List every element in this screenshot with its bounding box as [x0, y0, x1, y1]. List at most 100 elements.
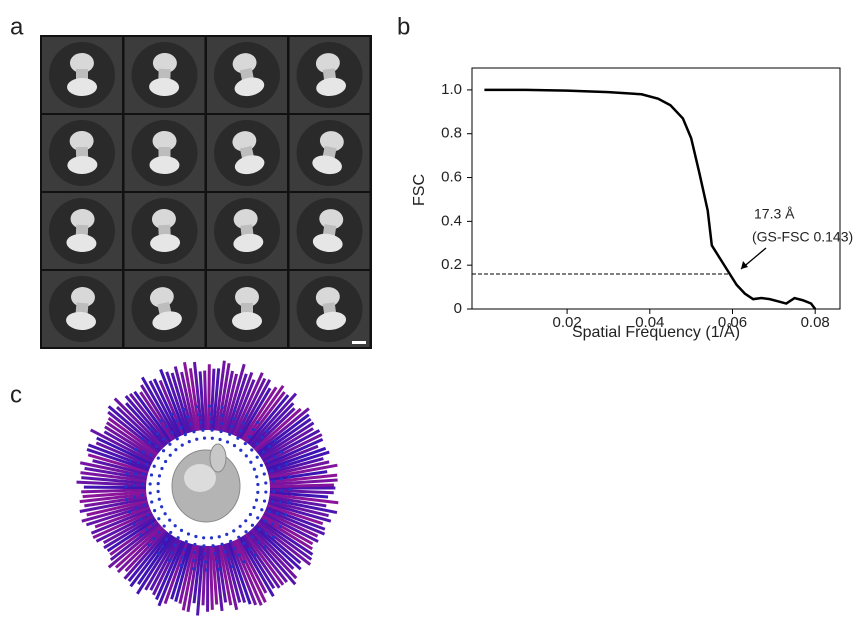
view-spike — [248, 392, 298, 447]
view-dot — [287, 474, 291, 479]
view-dot — [168, 518, 172, 522]
view-dot — [159, 419, 163, 423]
view-spike — [225, 373, 248, 434]
view-dot — [280, 488, 284, 493]
view-dot — [261, 450, 265, 454]
view-dot — [230, 424, 234, 428]
view-spike — [267, 501, 332, 523]
view-spike — [260, 427, 314, 461]
view-dot — [136, 461, 141, 465]
angular-distribution — [76, 360, 339, 616]
particle — [315, 287, 347, 331]
view-dot — [283, 513, 288, 517]
view-spike — [234, 377, 267, 437]
view-dot — [182, 548, 186, 552]
view-dot — [168, 442, 172, 446]
particle-base — [316, 77, 347, 97]
view-dot — [150, 500, 154, 504]
view-dot — [162, 437, 166, 441]
view-dot — [189, 422, 193, 426]
view-spike — [265, 444, 319, 469]
view-spike — [84, 494, 147, 508]
view-spike — [223, 363, 246, 433]
view-dot — [256, 540, 261, 544]
view-dot — [271, 522, 275, 526]
view-spike — [269, 490, 329, 499]
view-dot — [164, 537, 169, 541]
view-spike — [159, 368, 187, 435]
view-dot — [265, 429, 269, 433]
view-dot — [266, 459, 270, 463]
particle-top — [152, 53, 177, 74]
view-dot — [148, 440, 152, 445]
view-spike — [266, 504, 324, 526]
view-spike — [86, 499, 148, 517]
view-dot — [155, 432, 160, 436]
view-dot — [139, 533, 143, 537]
view-dot — [230, 564, 234, 569]
view-dot — [242, 560, 246, 564]
y-tick-label: 0 — [454, 300, 462, 317]
particle-base — [234, 77, 265, 97]
particle-top — [69, 53, 94, 74]
view-spike — [87, 443, 151, 470]
y-tick-label: 0.6 — [441, 169, 462, 186]
view-dot — [242, 541, 246, 545]
view-spike — [113, 397, 165, 449]
view-dot — [275, 511, 280, 515]
view-spike — [94, 505, 151, 529]
view-spike — [81, 476, 147, 485]
view-dot — [271, 535, 276, 539]
view-dot — [264, 531, 268, 536]
view-dot — [179, 426, 183, 430]
view-spike — [181, 544, 198, 611]
view-spike — [236, 379, 272, 439]
view-spike — [263, 510, 319, 538]
view-spike — [186, 545, 200, 613]
view-dot — [244, 519, 248, 523]
particle — [233, 209, 264, 253]
view-spike — [258, 417, 312, 457]
view-dot — [244, 530, 248, 534]
view-dot — [263, 519, 267, 523]
view-spike — [243, 384, 285, 442]
view-spike — [254, 523, 302, 565]
view-spike — [231, 540, 263, 606]
view-dot — [202, 436, 207, 440]
view-dot — [250, 448, 254, 452]
view-spike — [192, 545, 203, 604]
view-spike — [257, 520, 313, 561]
view-spike — [207, 364, 211, 431]
view-dot — [132, 495, 137, 499]
view-dot — [157, 530, 161, 534]
view-spike — [261, 514, 314, 546]
view-spike — [241, 386, 278, 441]
view-dot — [273, 455, 277, 459]
view-dot — [194, 405, 199, 409]
view-dot — [229, 539, 233, 543]
view-dot — [237, 535, 241, 539]
view-spike — [246, 531, 288, 583]
view-spike — [109, 519, 158, 556]
view-spike — [115, 406, 164, 451]
particle-base — [66, 311, 96, 331]
particle — [315, 53, 347, 97]
view-spike — [95, 512, 153, 543]
view-dot — [255, 455, 259, 459]
view-dot — [165, 425, 169, 429]
view-spike — [137, 534, 174, 585]
view-dot — [262, 499, 267, 503]
particle — [312, 209, 344, 253]
particle-base — [66, 233, 97, 253]
map-lobe — [209, 443, 227, 473]
view-spike — [262, 429, 321, 463]
view-dot — [268, 510, 272, 514]
view-spike — [263, 433, 323, 465]
view-spike — [227, 542, 252, 605]
fsc-chart: Spatial Frequency (1/Å) FSC 17.3 Å (GS-F… — [411, 67, 853, 341]
view-dot — [257, 527, 261, 532]
view-spike — [256, 413, 310, 455]
view-spike — [201, 545, 207, 606]
view-dot — [220, 405, 224, 409]
